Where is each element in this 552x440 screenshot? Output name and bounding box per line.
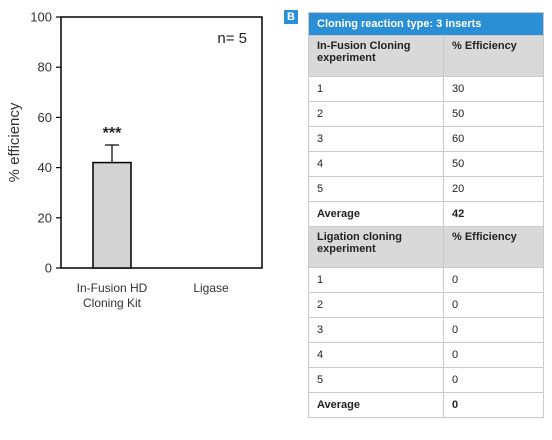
table-cell: 0 (443, 292, 544, 318)
table-cell: 4 (308, 342, 444, 368)
table-cell: 2 (308, 101, 444, 127)
table-cell: 60 (443, 126, 544, 152)
y-tick-label: 0 (45, 261, 52, 276)
y-tick-label: 40 (38, 160, 52, 175)
table-row: 5 20 (308, 176, 544, 202)
table-cell: 0 (443, 317, 544, 343)
table-row: 2 50 (308, 101, 544, 127)
table-average-cell: Average (308, 201, 444, 227)
significance-marker: *** (103, 125, 122, 142)
table-header-row: In-Fusion Cloning experiment% Efficiency (308, 35, 544, 77)
table-cell: 4 (308, 151, 444, 177)
table-cell: 50 (443, 151, 544, 177)
table-cell: 0 (443, 367, 544, 393)
table-cell: 5 (308, 367, 444, 393)
x-category-label: Ligase (193, 281, 229, 295)
table-header-cell: % Efficiency (443, 35, 544, 77)
table-average-cell: 42 (443, 201, 544, 227)
y-axis-label: % efficiency (6, 102, 23, 182)
table-title-row: Cloning reaction type: 3 inserts (308, 12, 544, 36)
table-row: 4 50 (308, 151, 544, 177)
table-title: Cloning reaction type: 3 inserts (308, 12, 544, 36)
table-average-cell: 0 (443, 392, 544, 418)
plot-frame (60, 16, 263, 269)
bar (92, 161, 132, 269)
table-cell: 1 (308, 267, 444, 293)
y-tick-label: 20 (38, 210, 52, 225)
table-header-cell: Ligation cloning experiment (308, 226, 444, 268)
table-row: 1 30 (308, 76, 544, 102)
table-header-cell: % Efficiency (443, 226, 544, 268)
y-tick-label: 100 (30, 10, 52, 25)
table-average-cell: Average (308, 392, 444, 418)
panel-label-b: B (284, 10, 298, 24)
cloning-efficiency-table: Cloning reaction type: 3 inserts In-Fusio… (308, 12, 544, 418)
x-category-label: In-Fusion HD Cloning Kit (77, 281, 148, 310)
table-cell: 50 (443, 101, 544, 127)
table-average-row: Average 0 (308, 392, 544, 418)
table-header-cell: In-Fusion Cloning experiment (308, 35, 444, 77)
table-cell: 30 (443, 76, 544, 102)
table-row: 3 60 (308, 126, 544, 152)
table-cell: 1 (308, 76, 444, 102)
table-cell: 20 (443, 176, 544, 202)
table-average-row: Average 42 (308, 201, 544, 227)
table-cell: 3 (308, 317, 444, 343)
table-cell: 0 (443, 342, 544, 368)
table-cell: 3 (308, 126, 444, 152)
efficiency-bar-chart: 0 20 40 60 80 100 % efficiency *** In-Fusion HD C… (6, 10, 263, 310)
y-tick-label: 80 (38, 60, 52, 75)
table-cell: 0 (443, 267, 544, 293)
table-header-row: Ligation cloning experiment% Efficiency (308, 226, 544, 268)
table-cell: 2 (308, 292, 444, 318)
table-cell: 5 (308, 176, 444, 202)
y-tick-label: 60 (38, 110, 52, 125)
sample-size-annotation: n= 5 (217, 30, 247, 47)
